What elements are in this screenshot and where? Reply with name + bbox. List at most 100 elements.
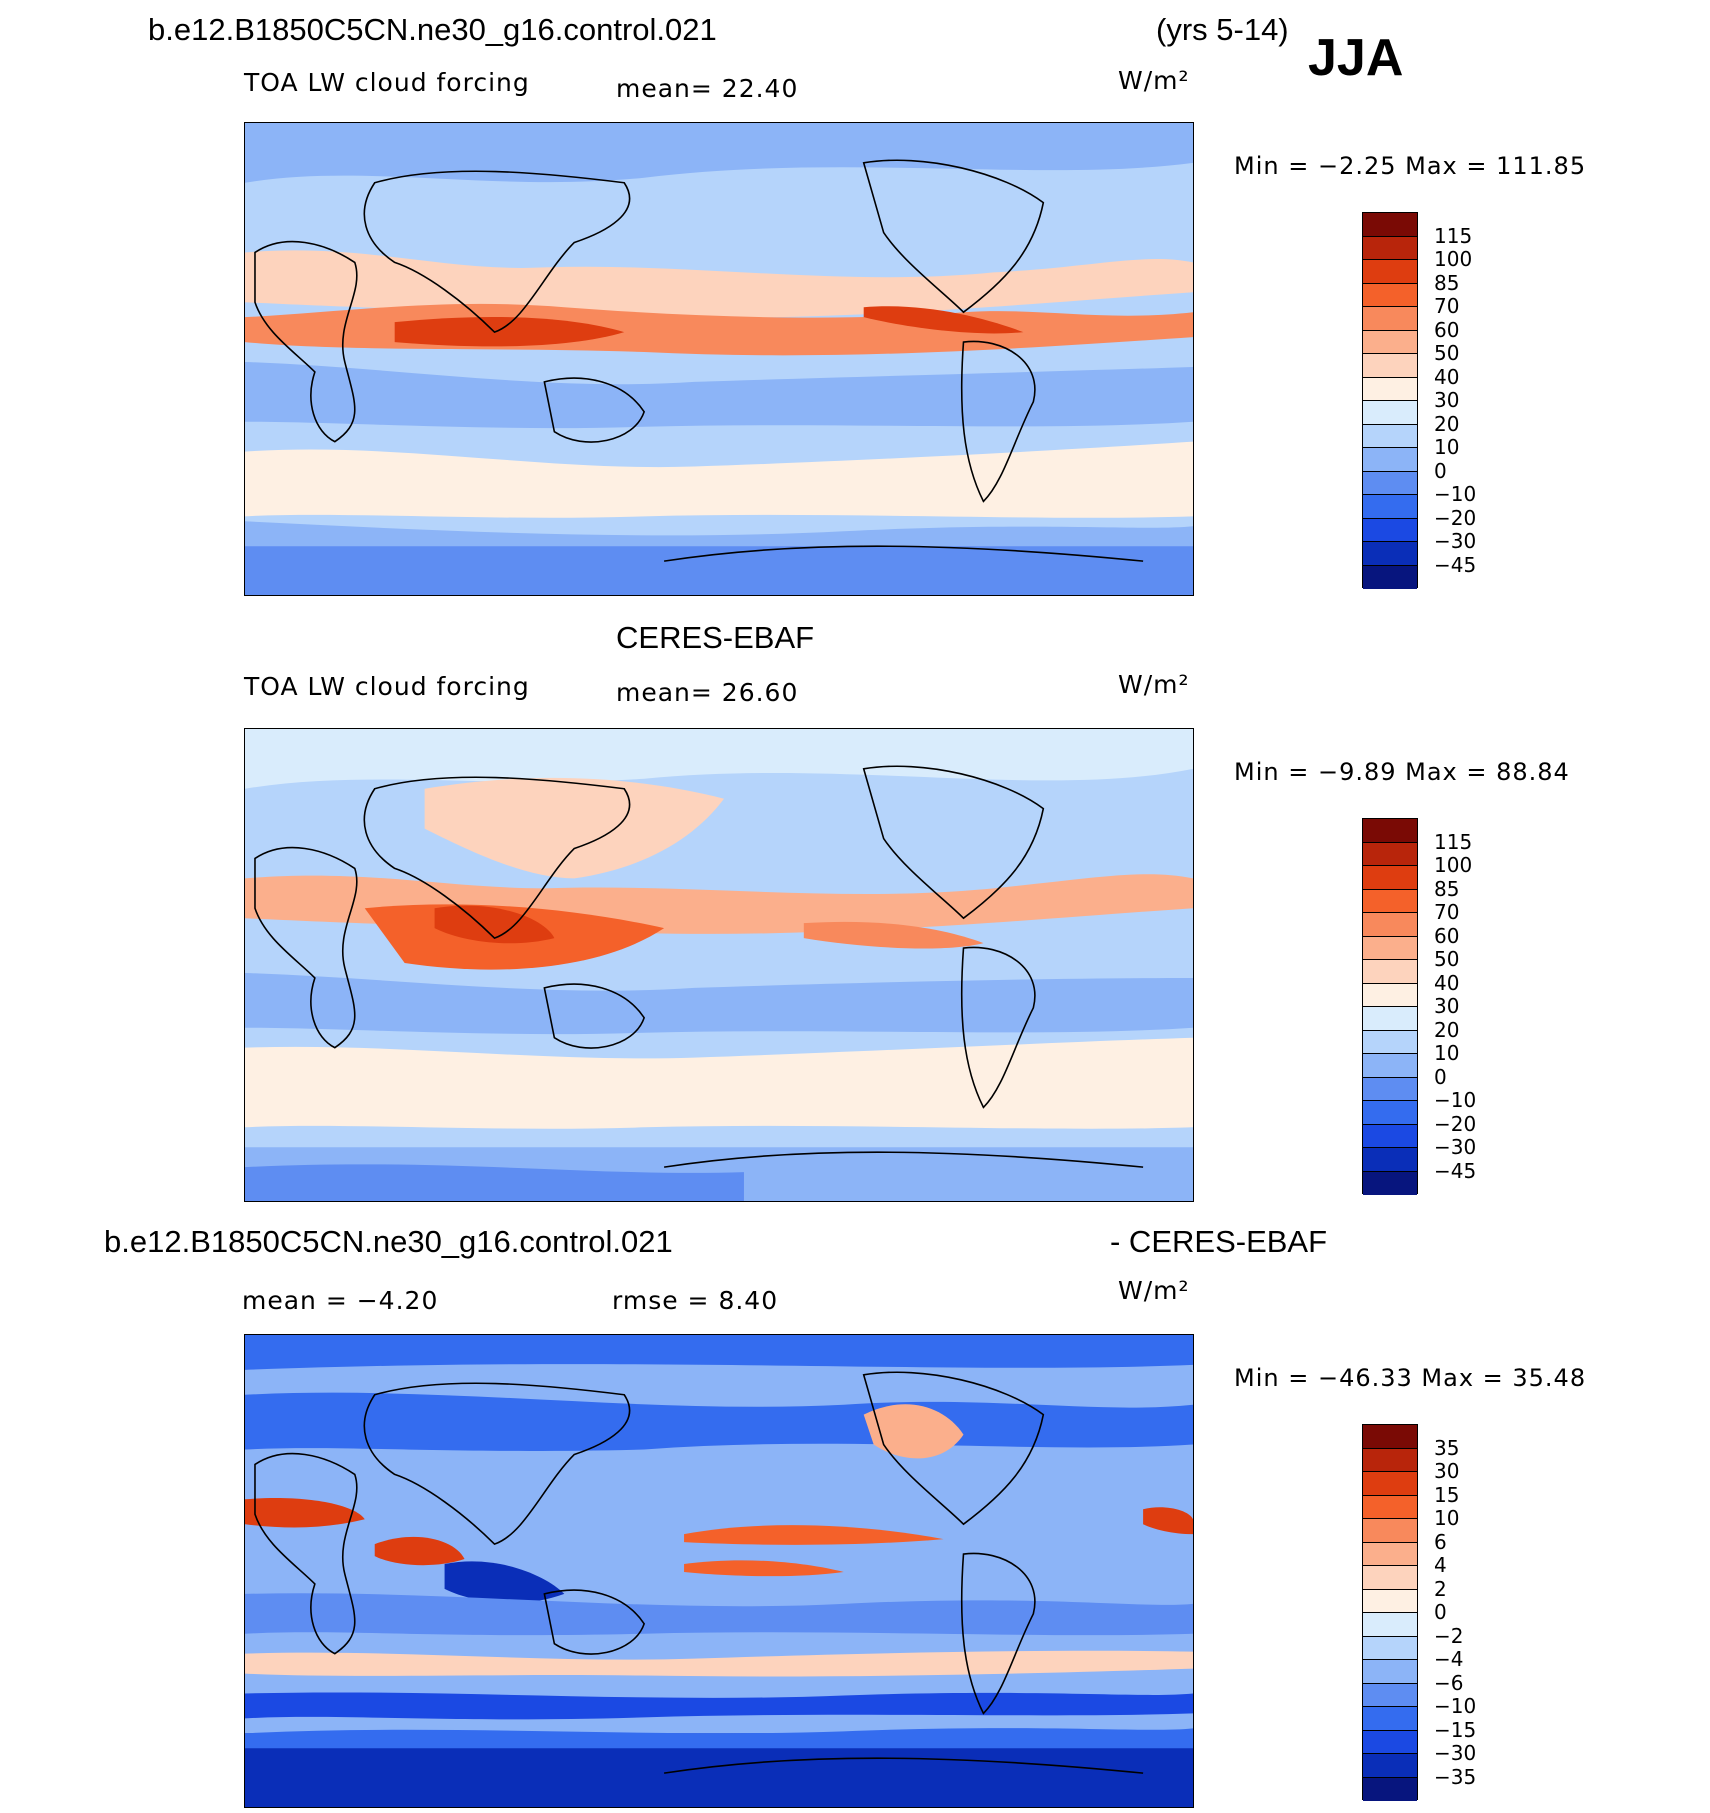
panel1-colorbar-swatch xyxy=(1363,283,1417,307)
panel3-rmse: rmse = 8.40 xyxy=(612,1286,779,1315)
panel3-colorbar-swatch xyxy=(1363,1425,1417,1449)
panel2-colorbar-label: 10 xyxy=(1434,1041,1460,1065)
panel2-colorbar-swatch xyxy=(1363,936,1417,960)
panel1-colorbar-swatch xyxy=(1363,518,1417,542)
panel3-colorbar-label: 10 xyxy=(1434,1506,1460,1530)
panel2-colorbar-label: 85 xyxy=(1434,876,1460,901)
panel1-colorbar-label: 85 xyxy=(1434,270,1460,295)
panel3-colorbar-label: −4 xyxy=(1434,1647,1464,1671)
panel2-colorbar-swatch xyxy=(1363,842,1417,866)
panel3-colorbar-label: −15 xyxy=(1434,1717,1477,1742)
panel3-colorbar-swatch xyxy=(1363,1683,1417,1707)
panel3-colorbar-label: −10 xyxy=(1434,1694,1477,1718)
panel2-colorbar-swatch xyxy=(1363,866,1417,890)
panel3-colorbar-swatch xyxy=(1363,1589,1417,1613)
panel3-colorbar-label: 6 xyxy=(1434,1529,1447,1554)
panel3-colorbar-label: 15 xyxy=(1434,1482,1460,1507)
panel1-units: W/m² xyxy=(1118,66,1190,95)
panel3-colorbar-swatch xyxy=(1363,1613,1417,1637)
panel3-map xyxy=(244,1334,1194,1808)
panel1-colorbar-label: 50 xyxy=(1434,341,1460,365)
panel1-years: (yrs 5-14) xyxy=(1156,12,1289,47)
panel1-colorbar-swatch xyxy=(1363,260,1417,284)
panel1-colorbar-label: 115 xyxy=(1434,223,1473,248)
panel1-colorbar-swatch xyxy=(1363,401,1417,425)
panel2-variable: TOA LW cloud forcing xyxy=(244,672,530,701)
panel3-colorbar-swatch xyxy=(1363,1754,1417,1778)
panel3-colorbar-swatch xyxy=(1363,1707,1417,1731)
panel3-colorbar-label: 30 xyxy=(1434,1459,1460,1483)
panel2-colorbar-label: 115 xyxy=(1434,829,1473,854)
panel1-colorbar-swatch xyxy=(1363,330,1417,354)
panel1-colorbar-label: 30 xyxy=(1434,388,1460,412)
panel2-case-title: CERES-EBAF xyxy=(616,620,815,655)
panel2-colorbar-label: −10 xyxy=(1434,1088,1477,1112)
panel2-colorbar-label: 20 xyxy=(1434,1017,1460,1042)
panel2-colorbar-swatch xyxy=(1363,913,1417,937)
panel2-colorbar-label: 30 xyxy=(1434,994,1460,1018)
panel3-mean: mean = −4.20 xyxy=(242,1286,439,1315)
panel2-units: W/m² xyxy=(1118,670,1190,699)
panel3-colorbar-swatch xyxy=(1363,1777,1417,1801)
panel1-colorbar-label: 60 xyxy=(1434,317,1460,342)
panel1-colorbar-label: 100 xyxy=(1434,247,1473,271)
panel3-units: W/m² xyxy=(1118,1276,1190,1305)
panel1-map xyxy=(244,122,1194,596)
panel1-colorbar-swatch xyxy=(1363,307,1417,331)
panel3-colorbar-swatch xyxy=(1363,1542,1417,1566)
panel3-colorbar xyxy=(1362,1424,1418,1801)
panel1-colorbar-swatch xyxy=(1363,495,1417,519)
panel1-min-max: Min = −2.25 Max = 111.85 xyxy=(1234,152,1587,180)
panel2-colorbar-label: 40 xyxy=(1434,970,1460,995)
panel1-colorbar-label: 70 xyxy=(1434,294,1460,318)
panel1-colorbar-label: 0 xyxy=(1434,458,1447,483)
panel2-colorbar xyxy=(1362,818,1418,1195)
panel1-colorbar xyxy=(1362,212,1418,589)
panel2-colorbar-swatch xyxy=(1363,1077,1417,1101)
panel1-colorbar-swatch xyxy=(1363,377,1417,401)
panel2-colorbar-swatch xyxy=(1363,1171,1417,1195)
panel3-colorbar-label: −6 xyxy=(1434,1670,1464,1695)
panel3-colorbar-swatch xyxy=(1363,1660,1417,1684)
panel3-colorbar-swatch xyxy=(1363,1519,1417,1543)
panel1-colorbar-label: −20 xyxy=(1434,505,1477,530)
panel3-colorbar-swatch xyxy=(1363,1448,1417,1472)
panel3-case-title: b.e12.B1850C5CN.ne30_g16.control.021 xyxy=(104,1224,673,1259)
panel2-colorbar-swatch xyxy=(1363,1124,1417,1148)
panel3-colorbar-swatch xyxy=(1363,1472,1417,1496)
panel1-colorbar-label: −30 xyxy=(1434,529,1477,553)
panel2-colorbar-swatch xyxy=(1363,1101,1417,1125)
panel2-colorbar-swatch xyxy=(1363,889,1417,913)
panel3-colorbar-label: 0 xyxy=(1434,1600,1447,1624)
panel3-colorbar-swatch xyxy=(1363,1730,1417,1754)
panel2-colorbar-label: 100 xyxy=(1434,853,1473,877)
panel1-variable: TOA LW cloud forcing xyxy=(244,68,530,97)
panel2-colorbar-swatch xyxy=(1363,960,1417,984)
panel2-mean: mean= 26.60 xyxy=(616,678,799,707)
panel2-min-max: Min = −9.89 Max = 88.84 xyxy=(1234,758,1570,786)
panel2-colorbar-label: −20 xyxy=(1434,1111,1477,1136)
panel1-colorbar-swatch xyxy=(1363,424,1417,448)
panel1-colorbar-label: −10 xyxy=(1434,482,1477,506)
panel3-colorbar-label: 4 xyxy=(1434,1553,1447,1577)
panel2-colorbar-label: 50 xyxy=(1434,947,1460,971)
panel1-colorbar-swatch xyxy=(1363,565,1417,589)
panel1-colorbar-label: 10 xyxy=(1434,435,1460,459)
panel1-colorbar-swatch xyxy=(1363,236,1417,260)
panel3-colorbar-label: 35 xyxy=(1434,1435,1460,1460)
panel1-colorbar-swatch xyxy=(1363,542,1417,566)
panel1-colorbar-swatch xyxy=(1363,354,1417,378)
panel2-colorbar-swatch xyxy=(1363,983,1417,1007)
panel2-colorbar-swatch xyxy=(1363,1054,1417,1078)
panel1-colorbar-label: 20 xyxy=(1434,411,1460,436)
panel2-colorbar-label: 60 xyxy=(1434,923,1460,948)
panel3-min-max: Min = −46.33 Max = 35.48 xyxy=(1234,1364,1587,1392)
season-label: JJA xyxy=(1308,29,1404,87)
panel2-map xyxy=(244,728,1194,1202)
panel3-colorbar-swatch xyxy=(1363,1636,1417,1660)
panel3-colorbar-label: 2 xyxy=(1434,1576,1447,1601)
panel2-colorbar-swatch xyxy=(1363,1148,1417,1172)
panel3-colorbar-label: −2 xyxy=(1434,1623,1464,1648)
panel1-colorbar-swatch xyxy=(1363,448,1417,472)
panel3-colorbar-swatch xyxy=(1363,1566,1417,1590)
